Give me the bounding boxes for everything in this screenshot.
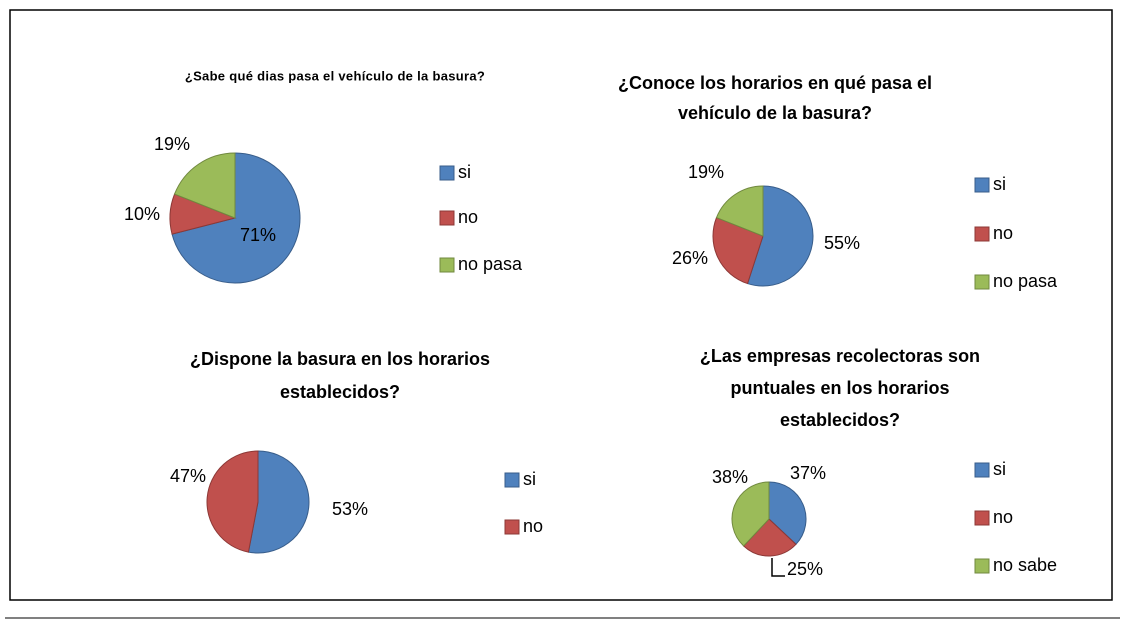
- pie-slice: [746, 185, 814, 287]
- data-label: 47%: [170, 466, 206, 486]
- legend-label: no: [458, 207, 478, 227]
- chart-title: vehículo de la basura?: [678, 103, 872, 123]
- data-label: 37%: [790, 463, 826, 483]
- chart-title: establecidos?: [780, 410, 900, 430]
- chart-title: puntuales en los horarios: [730, 378, 949, 398]
- pie-slice: [731, 481, 770, 547]
- legend-label: si: [458, 162, 471, 182]
- data-label: 38%: [712, 467, 748, 487]
- data-label: 25%: [787, 559, 823, 579]
- pie-slice: [742, 518, 797, 557]
- legend-swatch: [974, 558, 990, 574]
- data-label: 26%: [672, 248, 708, 268]
- legend-label: no pasa: [993, 271, 1058, 291]
- chart-title: establecidos?: [280, 382, 400, 402]
- legend-swatch: [974, 510, 990, 526]
- legend-swatch: [504, 519, 520, 535]
- pie-slice: [715, 185, 764, 237]
- data-label: 19%: [154, 134, 190, 154]
- chart-title: ¿Sabe qué dias pasa el vehículo de la ba…: [185, 68, 485, 83]
- legend-swatch: [439, 165, 455, 181]
- legend-label: no: [993, 223, 1013, 243]
- data-label: 53%: [332, 499, 368, 519]
- pie-slice: [206, 450, 259, 553]
- legend-label: no pasa: [458, 254, 523, 274]
- chart-title: ¿Conoce los horarios en qué pasa el: [618, 73, 932, 93]
- legend-label: si: [993, 459, 1006, 479]
- legend-label: no sabe: [993, 555, 1057, 575]
- legend-swatch: [974, 226, 990, 242]
- pie-slice: [712, 216, 764, 285]
- legend-swatch: [974, 462, 990, 478]
- data-label: 55%: [824, 233, 860, 253]
- legend-swatch: [504, 472, 520, 488]
- pie-slice: [768, 481, 807, 546]
- leader-line: [771, 558, 785, 577]
- legend-label: si: [993, 174, 1006, 194]
- pie-slice: [247, 450, 310, 554]
- legend-swatch: [974, 177, 990, 193]
- legend-swatch: [974, 274, 990, 290]
- data-label: 19%: [688, 162, 724, 182]
- chart-title: ¿Dispone la basura en los horarios: [190, 349, 490, 369]
- chart-title: ¿Las empresas recolectoras son: [700, 346, 980, 366]
- legend-label: no: [993, 507, 1013, 527]
- legend-label: no: [523, 516, 543, 536]
- data-label: 71%: [240, 225, 276, 245]
- data-label: 10%: [124, 204, 160, 224]
- legend-label: si: [523, 469, 536, 489]
- frame: [9, 9, 1113, 601]
- legend-swatch: [439, 257, 455, 273]
- legend-swatch: [439, 210, 455, 226]
- pie-slice: [173, 152, 236, 219]
